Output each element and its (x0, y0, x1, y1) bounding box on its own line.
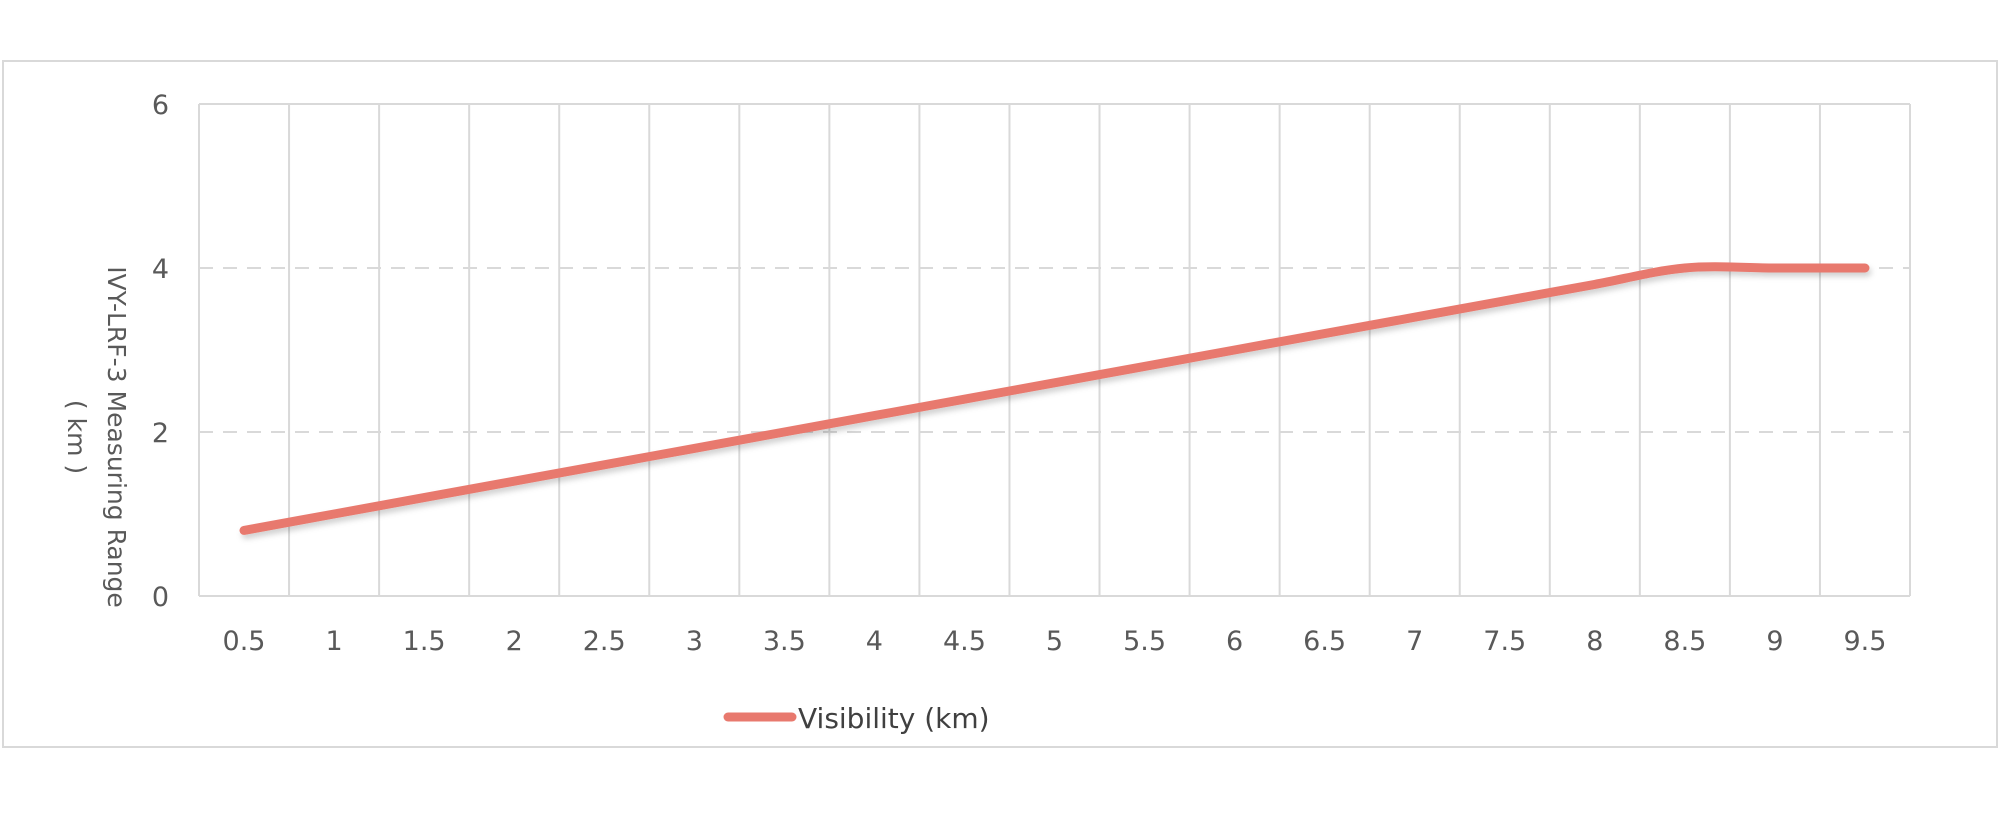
x-tick-label: 9.5 (1843, 626, 1886, 657)
series-line-visibility (239, 262, 1870, 535)
x-tick-label: 2.5 (583, 626, 626, 657)
y-axis-title: IVY-LRF-3 Measuring Range (102, 266, 131, 608)
x-tick-label: 4.5 (943, 626, 986, 657)
x-tick-label: 8.5 (1663, 626, 1706, 657)
series-layer (239, 262, 1870, 535)
x-tick-label: 7.5 (1483, 626, 1526, 657)
x-tick-label: 3.5 (763, 626, 806, 657)
x-tick-label: 5.5 (1123, 626, 1166, 657)
x-tick-label: 7 (1406, 626, 1423, 657)
x-tick-label: 6.5 (1303, 626, 1346, 657)
x-tick-label: 0.5 (223, 626, 266, 657)
x-tick-label: 6 (1226, 626, 1243, 657)
x-tick-label: 2 (506, 626, 523, 657)
legend-label: Visibility (km) (798, 702, 990, 735)
x-tick-label: 1.5 (403, 626, 446, 657)
x-tick-label: 9 (1766, 626, 1783, 657)
x-tick-label: 8 (1586, 626, 1603, 657)
grid-lines (198, 103, 1911, 597)
chart-frame: 0 2 4 6 0.5 1 1.5 2 2.5 3 3.5 4 4.5 5 5.5 6 6.5 7 7.5 8 8.5 9… (2, 60, 1998, 748)
x-tick-label: 5 (1046, 626, 1063, 657)
y-tick-label: 0 (152, 582, 169, 613)
legend: Visibility (km) (723, 702, 990, 735)
line-chart: 0 2 4 6 0.5 1 1.5 2 2.5 3 3.5 4 4.5 5 5.5 6 6.5 7 7.5 8 8.5 9… (62, 90, 1911, 735)
tick-labels: 0 2 4 6 0.5 1 1.5 2 2.5 3 3.5 4 4.5 5 5.5 6 6.5 7 7.5 8 8.5 9… (152, 90, 1887, 657)
x-tick-label: 3 (686, 626, 703, 657)
y-tick-label: 4 (152, 254, 169, 285)
x-tick-label: 4 (866, 626, 883, 657)
y-tick-label: 2 (152, 418, 169, 449)
y-axis-title-unit: ( km ) (62, 400, 91, 474)
x-tick-label: 1 (325, 626, 342, 657)
y-tick-label: 6 (152, 90, 169, 121)
